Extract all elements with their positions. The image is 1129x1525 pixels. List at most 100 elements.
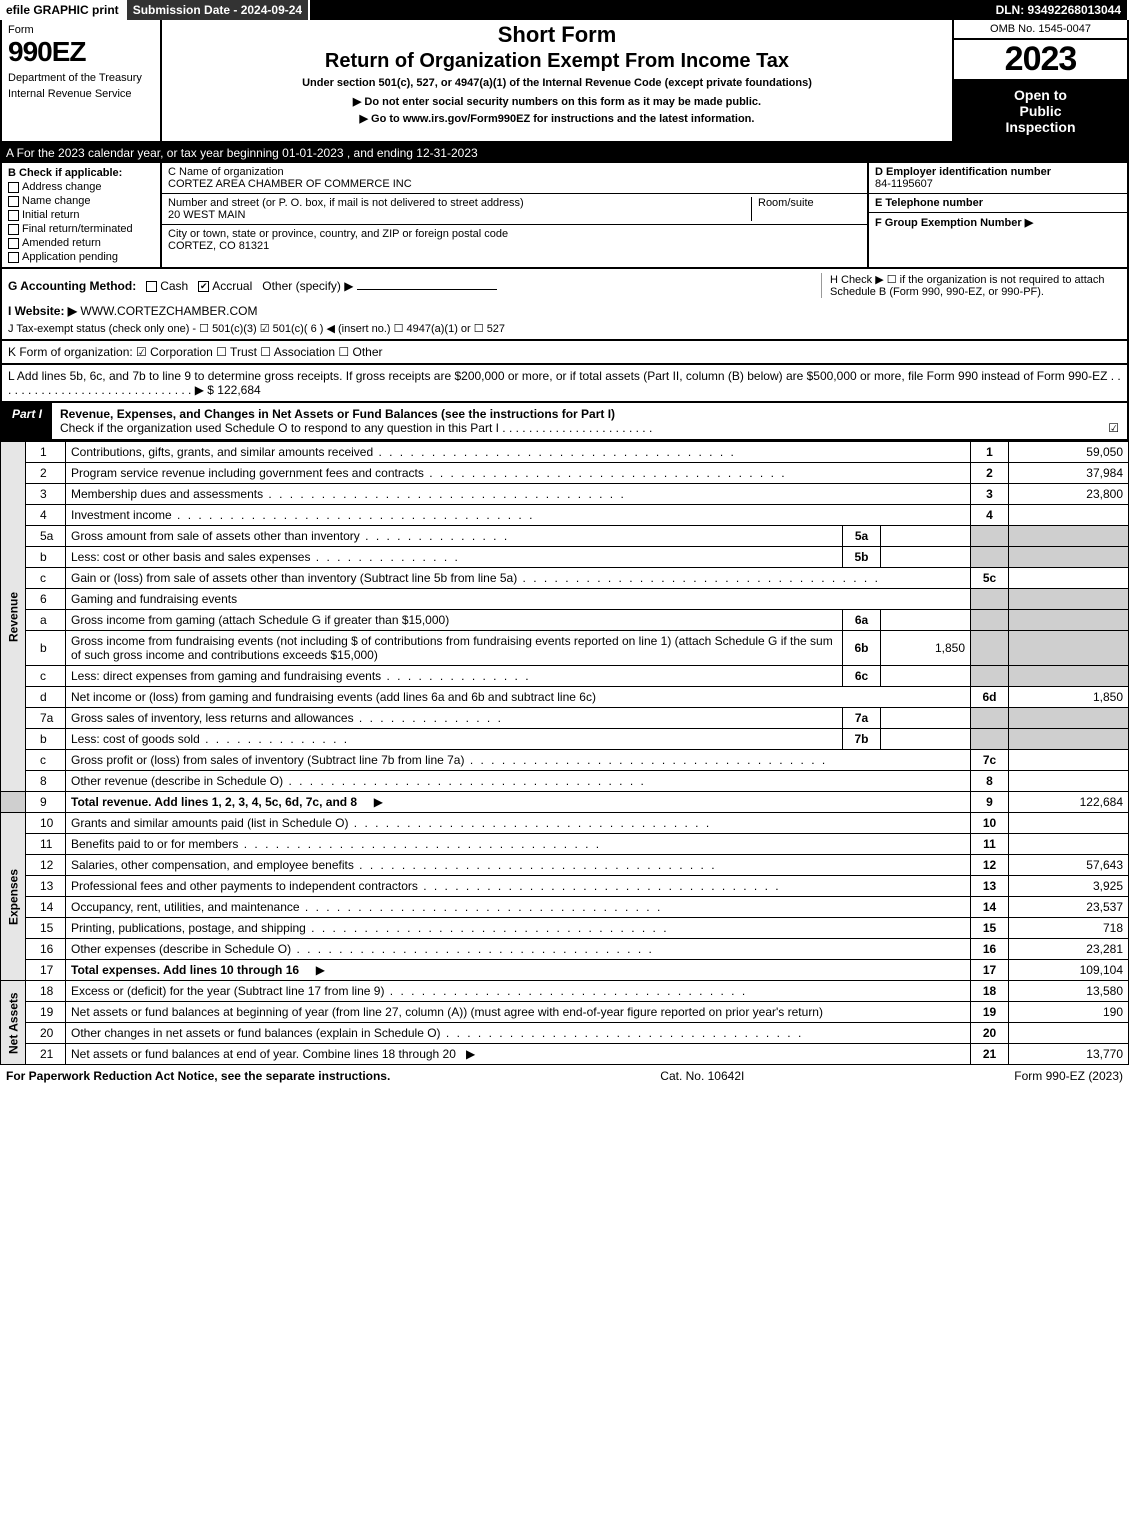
ln2-desc: Program service revenue including govern… xyxy=(66,463,971,484)
section-revenue: Revenue xyxy=(1,442,26,792)
row-h-schedule-b: H Check ▶ ☐ if the organization is not r… xyxy=(821,273,1121,298)
ln16-amt: 23,281 xyxy=(1009,939,1129,960)
chk-final-return[interactable]: Final return/terminated xyxy=(8,223,154,235)
ln6d-num: d xyxy=(26,687,66,708)
ln7a-box5: 7a xyxy=(843,708,881,729)
ln1-box: 1 xyxy=(971,442,1009,463)
ln10-num: 10 xyxy=(26,813,66,834)
ln6a-desc: Gross income from gaming (attach Schedul… xyxy=(66,610,843,631)
ln9-desc-text: Total revenue. Add lines 1, 2, 3, 4, 5c,… xyxy=(71,795,357,809)
i-label: I Website: ▶ xyxy=(8,304,77,318)
col-c-org: C Name of organization CORTEZ AREA CHAMB… xyxy=(162,163,867,267)
chk-amended-return-label: Amended return xyxy=(22,237,101,249)
row-j-tax-exempt: J Tax-exempt status (check only one) - ☐… xyxy=(8,322,1121,335)
footer-form-ref: Form 990-EZ (2023) xyxy=(1014,1069,1123,1083)
ln17-num: 17 xyxy=(26,960,66,981)
ln6-num: 6 xyxy=(26,589,66,610)
chk-initial-return[interactable]: Initial return xyxy=(8,209,154,221)
ln14-num: 14 xyxy=(26,897,66,918)
goto-link[interactable]: ▶ Go to www.irs.gov/Form990EZ for instru… xyxy=(168,112,946,125)
ln6-desc: Gaming and fundraising events xyxy=(66,589,971,610)
ln4-box: 4 xyxy=(971,505,1009,526)
g-cash[interactable]: Cash xyxy=(146,279,188,293)
ln11-num: 11 xyxy=(26,834,66,855)
ln6b-num: b xyxy=(26,631,66,666)
i-website-link[interactable]: WWW.CORTEZCHAMBER.COM xyxy=(80,304,257,318)
ln19-num: 19 xyxy=(26,1002,66,1023)
page-footer: For Paperwork Reduction Act Notice, see … xyxy=(0,1065,1129,1087)
ln11-desc: Benefits paid to or for members xyxy=(66,834,971,855)
ghij-block: G Accounting Method: Cash Accrual Other … xyxy=(0,269,1129,341)
arrow-icon: ▶ xyxy=(316,963,325,977)
ln7b-shade2 xyxy=(1009,729,1129,750)
chk-address-change[interactable]: Address change xyxy=(8,181,154,193)
g-accrual[interactable]: Accrual xyxy=(198,279,252,293)
ln20-amt xyxy=(1009,1023,1129,1044)
g-other[interactable]: Other (specify) ▶ xyxy=(262,279,497,293)
ln6-shade xyxy=(971,589,1009,610)
section-net-assets: Net Assets xyxy=(1,981,26,1065)
ln5a-num: 5a xyxy=(26,526,66,547)
ln19-amt: 190 xyxy=(1009,1002,1129,1023)
part1-tag: Part I xyxy=(2,403,52,439)
row-i-website: I Website: ▶ WWW.CORTEZCHAMBER.COM xyxy=(8,304,1121,318)
part1-table: Revenue 1 Contributions, gifts, grants, … xyxy=(0,441,1129,1065)
warning-ssn: ▶ Do not enter social security numbers o… xyxy=(168,95,946,108)
open-line3: Inspection xyxy=(958,119,1123,135)
row-l-gross-receipts: L Add lines 5b, 6c, and 7b to line 9 to … xyxy=(0,365,1129,403)
ln3-num: 3 xyxy=(26,484,66,505)
part1-header: Part I Revenue, Expenses, and Changes in… xyxy=(0,403,1129,441)
chk-final-return-label: Final return/terminated xyxy=(22,223,133,235)
c-street-label: Number and street (or P. O. box, if mail… xyxy=(168,197,751,209)
ln7c-box: 7c xyxy=(971,750,1009,771)
ln5a-shade2 xyxy=(1009,526,1129,547)
ln5b-shade2 xyxy=(1009,547,1129,568)
g-other-label: Other (specify) ▶ xyxy=(262,279,353,293)
ln13-amt: 3,925 xyxy=(1009,876,1129,897)
c-room-label: Room/suite xyxy=(751,197,861,221)
form-number: 990EZ xyxy=(8,36,154,68)
col-b-check: B Check if applicable: Address change Na… xyxy=(2,163,162,267)
chk-amended-return[interactable]: Amended return xyxy=(8,237,154,249)
tax-year: 2023 xyxy=(954,40,1127,81)
ln7a-amt5 xyxy=(881,708,971,729)
part1-title: Revenue, Expenses, and Changes in Net As… xyxy=(60,407,615,421)
top-bar: efile GRAPHIC print Submission Date - 20… xyxy=(0,0,1129,20)
chk-application-pending[interactable]: Application pending xyxy=(8,251,154,263)
ln6b-shade2 xyxy=(1009,631,1129,666)
ln6b-box5: 6b xyxy=(843,631,881,666)
ln8-amt xyxy=(1009,771,1129,792)
ln6a-num: a xyxy=(26,610,66,631)
ln5c-desc: Gain or (loss) from sale of assets other… xyxy=(66,568,971,589)
f-group-label: F Group Exemption Number ▶ xyxy=(875,217,1033,229)
ln16-box: 16 xyxy=(971,939,1009,960)
ln14-desc: Occupancy, rent, utilities, and maintena… xyxy=(66,897,971,918)
ln20-desc: Other changes in net assets or fund bala… xyxy=(66,1023,971,1044)
ln3-amt: 23,800 xyxy=(1009,484,1129,505)
ln1-num: 1 xyxy=(26,442,66,463)
efile-print[interactable]: efile GRAPHIC print xyxy=(0,0,127,20)
c-city-label: City or town, state or province, country… xyxy=(168,228,861,240)
ln5b-shade xyxy=(971,547,1009,568)
ln6-shade2 xyxy=(1009,589,1129,610)
ln9-desc: Total revenue. Add lines 1, 2, 3, 4, 5c,… xyxy=(66,792,971,813)
ln7a-num: 7a xyxy=(26,708,66,729)
ln17-desc-text: Total expenses. Add lines 10 through 16 xyxy=(71,963,299,977)
section-expenses: Expenses xyxy=(1,813,26,981)
ln7a-shade xyxy=(971,708,1009,729)
ln14-amt: 23,537 xyxy=(1009,897,1129,918)
chk-initial-return-label: Initial return xyxy=(22,209,79,221)
ln6c-box5: 6c xyxy=(843,666,881,687)
ln12-amt: 57,643 xyxy=(1009,855,1129,876)
ln6c-num: c xyxy=(26,666,66,687)
ln18-num: 18 xyxy=(26,981,66,1002)
part1-schedule-o-check[interactable]: ☑ xyxy=(1108,421,1119,435)
ln12-num: 12 xyxy=(26,855,66,876)
subtitle-section: Under section 501(c), 527, or 4947(a)(1)… xyxy=(168,77,946,89)
chk-name-change[interactable]: Name change xyxy=(8,195,154,207)
ln5c-amt xyxy=(1009,568,1129,589)
row-a-tax-year: A For the 2023 calendar year, or tax yea… xyxy=(0,143,1129,163)
ln19-box: 19 xyxy=(971,1002,1009,1023)
ln7b-box5: 7b xyxy=(843,729,881,750)
header-left: Form 990EZ Department of the Treasury In… xyxy=(2,20,162,141)
